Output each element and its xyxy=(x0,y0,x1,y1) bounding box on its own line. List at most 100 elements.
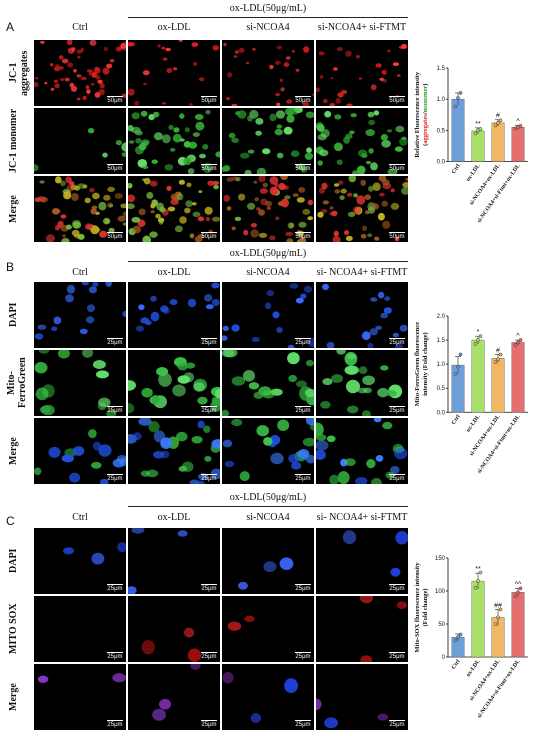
row-label: Mito-FerroGreen xyxy=(6,357,28,409)
cell-mark xyxy=(353,193,358,198)
cell-mark xyxy=(381,200,388,207)
cell-mark xyxy=(122,222,126,226)
y-tick-label: 0.5 xyxy=(437,128,446,134)
cell-mark xyxy=(121,152,126,157)
cell-mark xyxy=(91,461,102,469)
scale-bar-text: 50μm xyxy=(107,166,123,172)
cell-mark xyxy=(80,76,87,81)
scale-bar: 25μm xyxy=(201,652,217,660)
cell-mark xyxy=(377,387,389,398)
cell-mark xyxy=(321,182,328,190)
micrograph-image xyxy=(238,557,294,590)
cell-mark xyxy=(305,359,314,367)
cell-mark xyxy=(329,474,339,484)
scale-bar-text: 25μm xyxy=(201,722,217,728)
cell-mark xyxy=(227,72,233,78)
cell-mark xyxy=(108,203,113,208)
cell-mark xyxy=(298,187,306,193)
cell-mark xyxy=(262,182,268,188)
cell-mark xyxy=(204,206,213,215)
cell-mark xyxy=(168,124,174,130)
cell-mark xyxy=(255,130,262,136)
scale-bar-line xyxy=(295,232,311,233)
data-point xyxy=(473,585,478,590)
cell-mark xyxy=(231,324,240,332)
micrograph-tile: 50μm xyxy=(316,40,408,106)
bar xyxy=(491,358,505,413)
cell-mark xyxy=(141,387,153,398)
scale-bar: 50μm xyxy=(107,232,123,240)
cell-mark xyxy=(35,77,39,80)
cell-mark xyxy=(399,324,408,332)
cell-mark xyxy=(381,139,391,148)
cell-mark xyxy=(179,113,185,119)
cell-mark xyxy=(85,223,93,230)
data-point xyxy=(513,594,518,599)
cell-mark xyxy=(142,165,149,170)
cell-mark xyxy=(361,331,371,341)
cell-mark xyxy=(211,282,220,289)
cell-mark xyxy=(150,203,156,209)
data-point xyxy=(496,615,500,620)
cell-mark xyxy=(291,461,302,470)
scale-bar-line xyxy=(107,652,123,653)
cell-mark xyxy=(37,675,49,683)
cell-mark xyxy=(166,185,172,191)
scale-bar: 25μm xyxy=(295,584,311,592)
cell-mark xyxy=(128,140,135,144)
cell-mark xyxy=(238,193,246,201)
cell-mark xyxy=(159,698,171,710)
scale-bar-line xyxy=(201,584,217,585)
cell-mark xyxy=(358,149,368,157)
cell-mark xyxy=(311,93,314,97)
cell-mark xyxy=(379,192,385,197)
cell-mark xyxy=(370,477,382,484)
cell-mark xyxy=(386,390,397,397)
cell-mark xyxy=(197,234,205,239)
cell-mark xyxy=(143,82,148,86)
cell-mark xyxy=(134,100,140,106)
cell-mark xyxy=(365,129,375,137)
cell-mark xyxy=(362,410,371,416)
cell-mark xyxy=(302,101,309,106)
cell-mark xyxy=(66,40,73,45)
scale-bar-line xyxy=(107,406,123,407)
cell-mark xyxy=(192,132,200,137)
scale-bar: 50μm xyxy=(295,232,311,240)
cell-mark xyxy=(72,446,85,456)
scale-bar-text: 50μm xyxy=(389,98,405,104)
cell-mark xyxy=(204,455,212,462)
y-axis-label-part: monomer xyxy=(422,86,429,113)
cell-mark xyxy=(356,165,366,174)
cell-mark xyxy=(121,142,126,152)
cell-mark xyxy=(252,48,256,51)
cell-mark xyxy=(128,403,135,414)
column-header: ox-LDL xyxy=(157,267,191,278)
significance-mark: ** xyxy=(475,566,481,573)
cell-mark xyxy=(385,471,395,479)
cell-mark xyxy=(60,214,67,219)
micrograph-image xyxy=(128,357,220,414)
cell-mark xyxy=(269,176,279,185)
cell-mark xyxy=(149,231,158,238)
cell-mark xyxy=(253,391,264,399)
cell-mark xyxy=(401,187,408,195)
cell-mark xyxy=(102,67,110,75)
scale-bar-line xyxy=(201,96,217,97)
cell-mark xyxy=(112,673,126,683)
scale-bar: 25μm xyxy=(107,584,123,592)
cell-mark xyxy=(162,102,166,105)
cell-mark xyxy=(326,341,335,348)
cell-mark xyxy=(65,224,72,230)
data-point xyxy=(476,579,480,583)
cell-mark xyxy=(151,395,160,404)
cell-mark xyxy=(142,235,151,242)
micrograph-tile: 25μm xyxy=(222,528,314,594)
y-tick-label: 0 xyxy=(442,655,446,661)
scale-bar-text: 25μm xyxy=(389,340,405,346)
cell-mark xyxy=(357,387,368,394)
cell-mark xyxy=(340,188,347,194)
category-label: Ctrl xyxy=(451,163,462,175)
cell-mark xyxy=(99,83,105,89)
cell-mark xyxy=(322,283,329,291)
